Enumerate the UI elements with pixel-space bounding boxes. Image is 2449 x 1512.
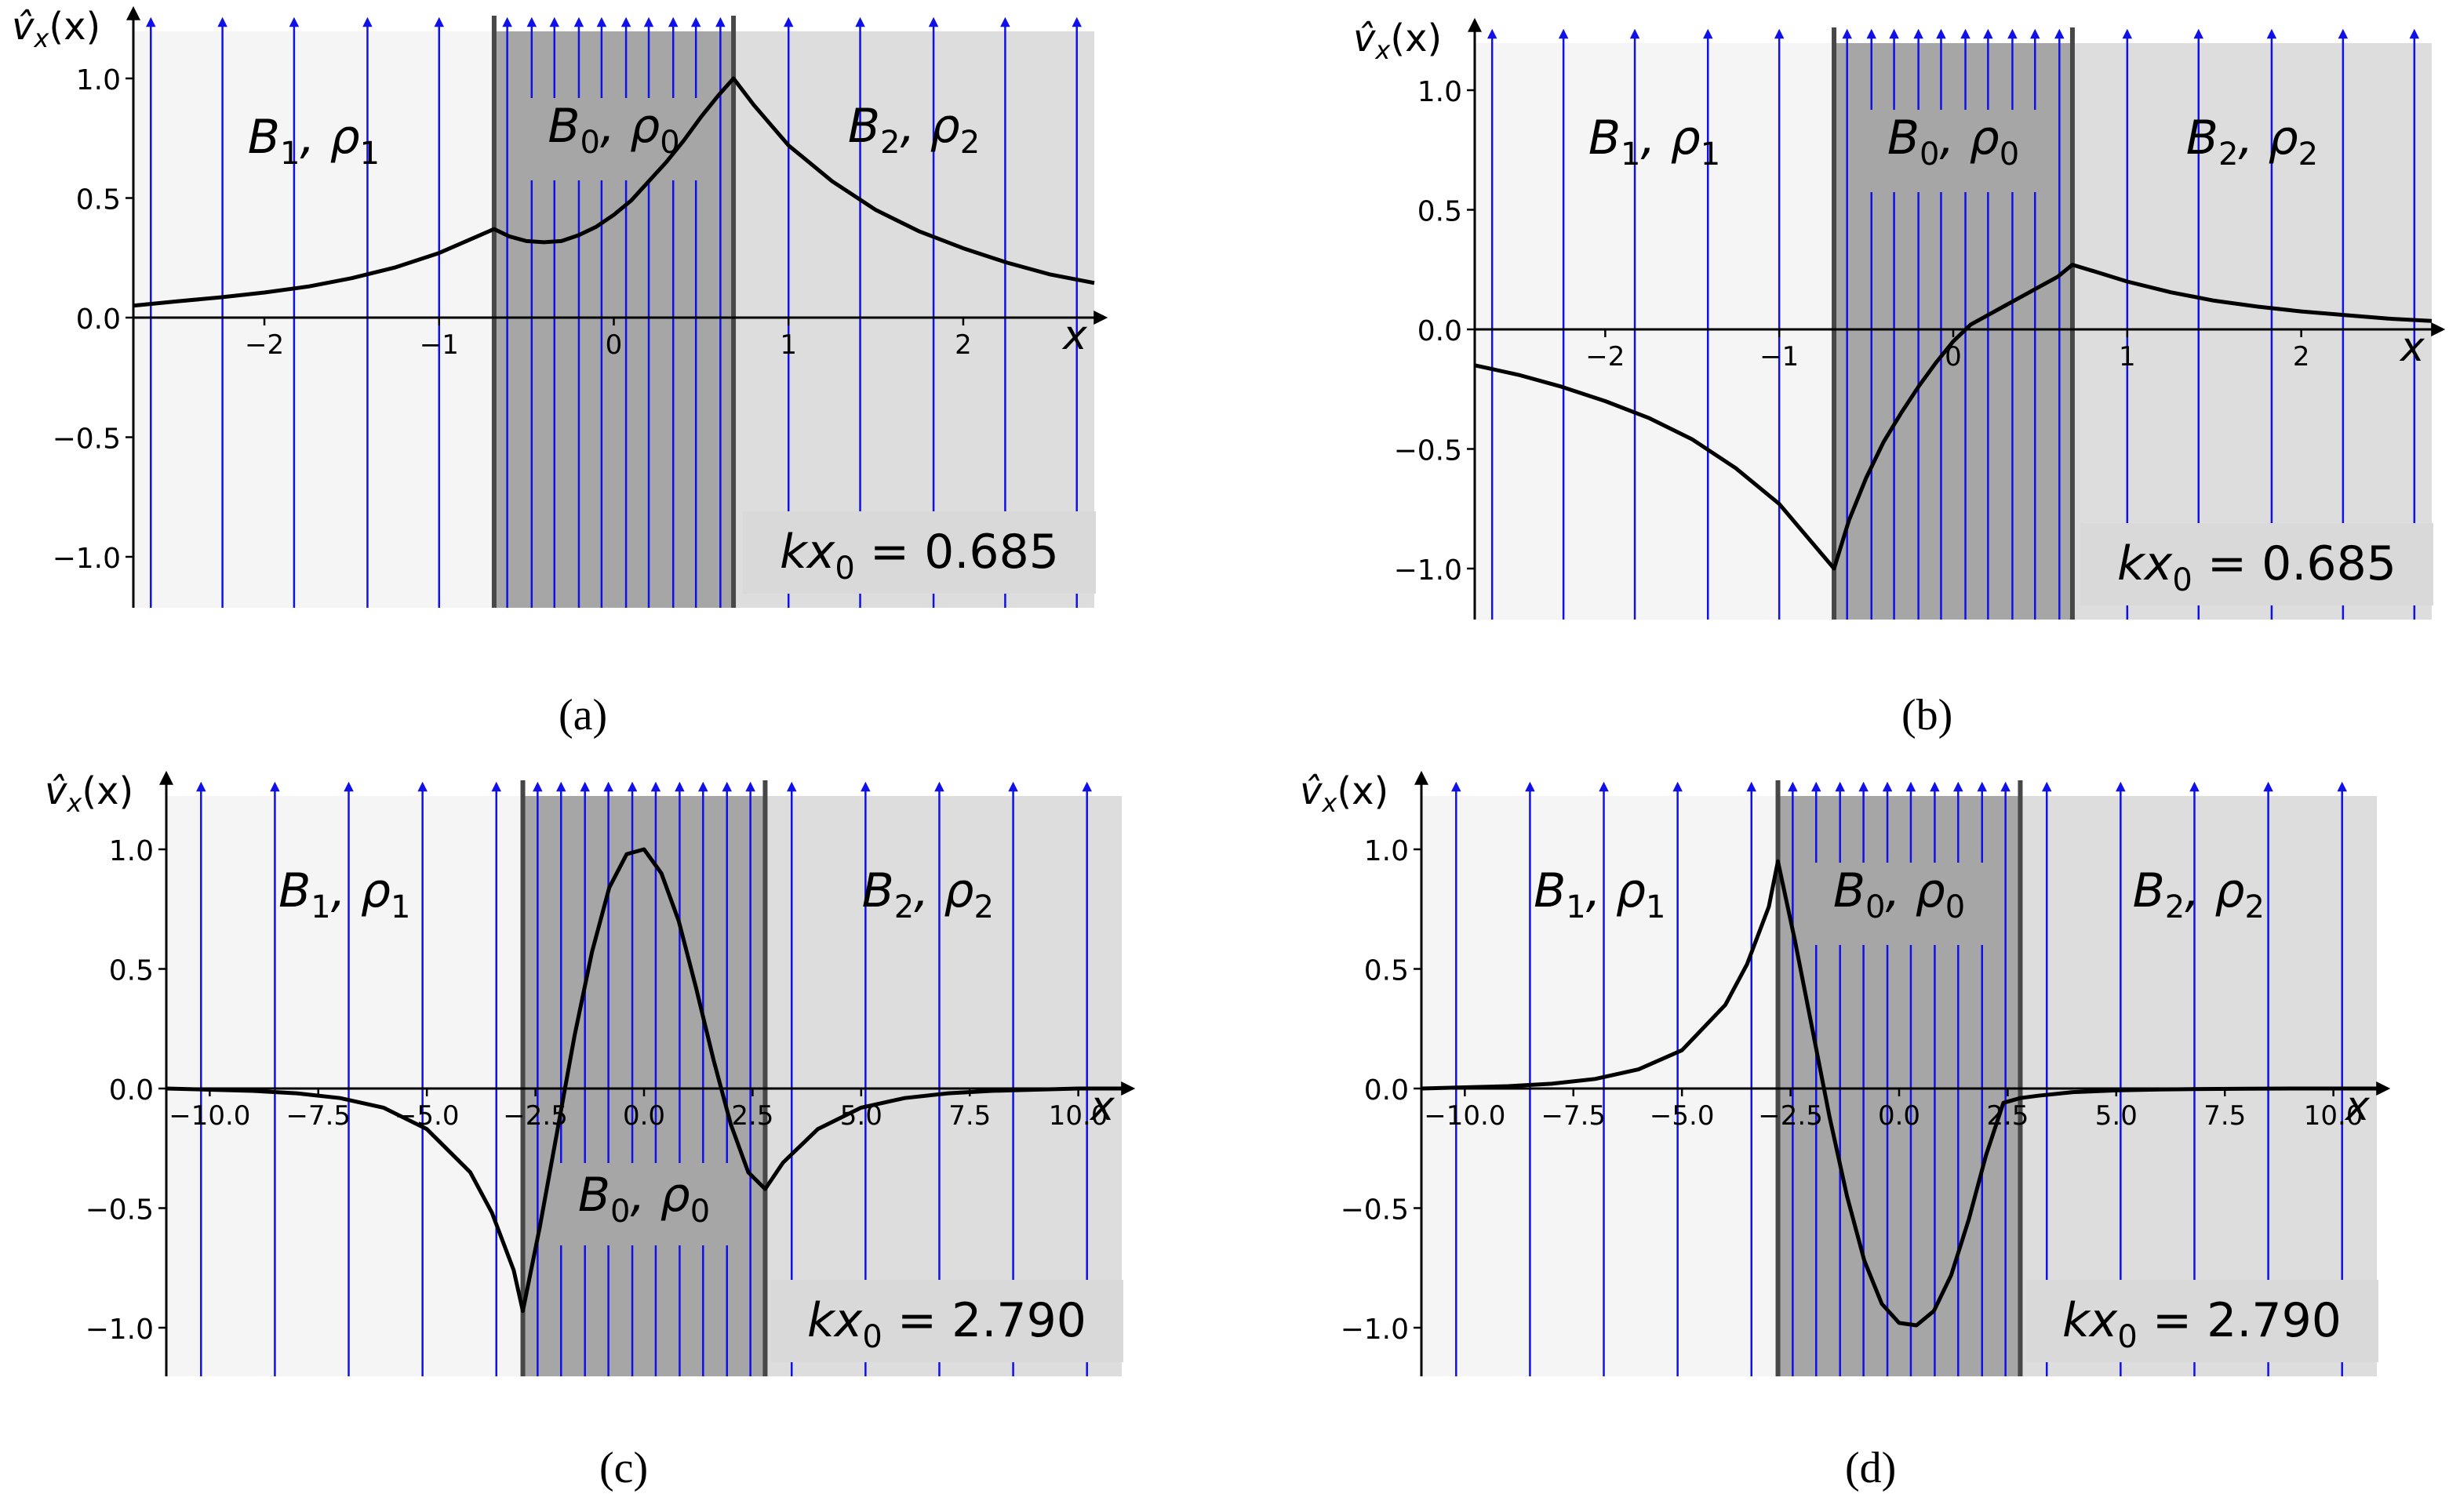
region-label-middle-bg <box>550 1163 738 1245</box>
region-label-middle: B0, ρ0 <box>578 1168 710 1230</box>
x-tick-label: 0 <box>606 329 623 361</box>
kx-box <box>2025 1280 2378 1362</box>
region-label-right: B2, ρ2 <box>862 863 994 925</box>
y-tick-label: 0.0 <box>1417 315 1462 347</box>
x-tick-label: 1 <box>2119 341 2136 373</box>
x-tick-label: 10.0 <box>2304 1100 2363 1132</box>
x-axis-label: x <box>2344 1083 2371 1130</box>
panel-c: 1.00.50.0−0.5−1.0−10.0 −7.5 −5.0 −2.5 0.0 2.5… <box>45 769 1136 1376</box>
region-left-bg <box>1475 43 1835 620</box>
y-axis-label: v̂x(x) <box>1353 16 1442 65</box>
y-tick-label: −1.0 <box>53 543 121 575</box>
x-tick-label: 7.5 <box>2203 1100 2246 1132</box>
x-tick-label: −2.5 <box>1758 1100 1823 1132</box>
y-axis-label: v̂x(x) <box>12 5 100 53</box>
caption-a: (a) <box>559 691 608 740</box>
region-label-middle-bg <box>1805 863 1993 945</box>
x-tick-label: 0.0 <box>623 1100 665 1132</box>
x-tick-label: −10.0 <box>1424 1100 1505 1132</box>
x-tick-label: −7.5 <box>1541 1100 1606 1132</box>
x-axis-label: x <box>2399 324 2425 371</box>
y-tick-label: 0.5 <box>1417 196 1462 228</box>
region-label-right: B2, ρ2 <box>2133 863 2265 925</box>
x-tick-label: 2 <box>955 329 972 361</box>
kx-box <box>743 511 1096 594</box>
y-tick-label: 0.5 <box>1364 955 1409 987</box>
y-tick-label: −0.5 <box>1341 1194 1409 1227</box>
y-tick-label: 0.0 <box>76 303 121 336</box>
y-axis-label: v̂x(x) <box>1300 769 1388 818</box>
region-label-left: B1, ρ1 <box>278 863 410 925</box>
x-axis-label: x <box>1061 312 1088 359</box>
y-axis-label: v̂x(x) <box>45 769 133 818</box>
y-tick-label: 0.5 <box>76 184 121 216</box>
y-tick-label: 1.0 <box>1417 76 1462 108</box>
kx-label: kx0 = 0.685 <box>2117 536 2396 598</box>
region-label-right: B2, ρ2 <box>2186 111 2318 173</box>
kx-label: kx0 = 0.685 <box>780 525 1059 587</box>
y-tick-label: 0.0 <box>109 1074 154 1107</box>
series-line-vx <box>166 847 1122 1314</box>
region-right-bg <box>765 796 1122 1376</box>
region-left-bg <box>133 31 494 608</box>
panel-a: 1.0 0.5 0.0 −0.5 −1.0 −2 −1 0 1 2 v̂x(x) x B1, ρ1 B2,… <box>12 5 1108 608</box>
x-tick-label: 10.0 <box>1049 1100 1108 1132</box>
caption-c: (c) <box>599 1444 649 1492</box>
x-tick-label: 5.0 <box>2095 1100 2138 1132</box>
x-tick-label: 7.5 <box>948 1100 991 1132</box>
kx-label: kx0 = 2.790 <box>2062 1293 2342 1355</box>
x-tick-label: 0.0 <box>1878 1100 1920 1132</box>
region-label-middle: B0, ρ0 <box>548 99 679 161</box>
caption-d: (d) <box>1845 1444 1897 1492</box>
y-tick-label: 1.0 <box>109 835 154 867</box>
region-label-middle: B0, ρ0 <box>1833 863 1965 925</box>
caption-b: (b) <box>1901 691 1953 740</box>
y-tick-label: 1.0 <box>1364 835 1409 867</box>
kx-box <box>2080 523 2433 605</box>
x-tick-label: 2.5 <box>1986 1100 2029 1132</box>
x-axis-label: x <box>1089 1083 1115 1130</box>
region-label-left: B1, ρ1 <box>1534 863 1665 925</box>
series-line-vx <box>133 76 1095 308</box>
region-label-left: B1, ρ1 <box>1588 111 1720 173</box>
x-tick-label: −10.0 <box>169 1100 250 1132</box>
region-middle-bg <box>522 796 766 1376</box>
x-tick-label: −1 <box>1759 341 1799 373</box>
x-tick-label: −5.0 <box>395 1100 460 1132</box>
y-tick-label: −0.5 <box>1394 435 1462 467</box>
y-tick-label: −1.0 <box>86 1314 154 1346</box>
x-tick-label: −1 <box>420 329 459 361</box>
region-label-left: B1, ρ1 <box>248 110 380 172</box>
region-label-right: B2, ρ2 <box>848 99 980 161</box>
region-left-bg <box>166 796 523 1376</box>
panel-b: 1.00.50.0−0.5−1.0−2 −1 0 1 2v̂x(x)xB1, ρ1 B2,… <box>1353 16 2446 620</box>
region-label-middle-bg <box>1859 110 2047 192</box>
x-tick-label: −5.0 <box>1650 1100 1715 1132</box>
x-tick-label: −2 <box>1585 341 1625 373</box>
region-right-bg <box>2020 796 2377 1376</box>
kx-label: kx0 = 2.790 <box>807 1293 1086 1355</box>
x-tick-label: 2 <box>2293 341 2310 373</box>
kx-box <box>770 1280 1123 1362</box>
series-line-vx <box>1421 859 2377 1328</box>
x-tick-label: 1 <box>780 329 797 361</box>
x-tick-label: −7.5 <box>286 1100 351 1132</box>
y-tick-label: −1.0 <box>1341 1314 1409 1346</box>
region-label-middle: B0, ρ0 <box>1887 111 2019 173</box>
series-line-vx <box>1474 263 2433 571</box>
y-tick-label: −0.5 <box>86 1194 154 1227</box>
y-tick-label: −0.5 <box>53 423 121 456</box>
y-tick-label: 0.5 <box>109 955 154 987</box>
y-tick-label: 0.0 <box>1364 1074 1409 1107</box>
x-tick-label: 2.5 <box>731 1100 773 1132</box>
y-tick-label: 1.0 <box>76 64 121 96</box>
panel-d: 1.0 0.5 0.0 −0.5 −1.0 −10.0 −7.5 −5.0 −2.5 0.0 2.5… <box>1300 769 2391 1376</box>
x-tick-label: −2 <box>245 329 284 361</box>
y-tick-label: −1.0 <box>1394 554 1462 587</box>
region-label-middle-bg <box>519 98 708 180</box>
